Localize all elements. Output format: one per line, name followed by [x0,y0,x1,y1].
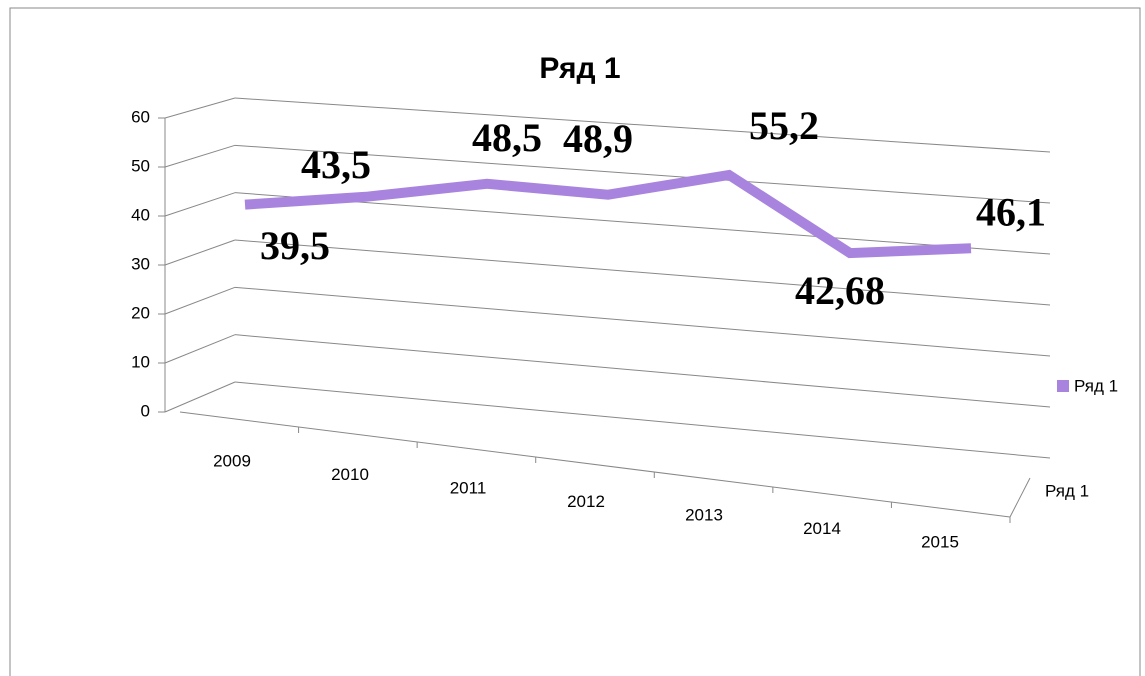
data-label: 39,5 [260,223,330,268]
data-label: 55,2 [749,103,819,148]
legend-label: Ряд 1 [1074,376,1118,395]
chart-title: Ряд 1 [539,52,620,85]
y-tick-label: 30 [131,254,150,273]
chart-frame [9,7,1141,676]
grid-line-side [164,239,236,266]
x-tick-label: 2010 [331,465,369,484]
grid-line [234,381,1051,459]
grid-line [234,334,1051,408]
data-label: 46,1 [976,189,1046,234]
data-label: 48,5 [472,115,542,160]
grid-line-side [164,144,236,168]
x-tick-label: 2014 [803,519,841,538]
grid-line-side [164,381,236,413]
data-label: 42,68 [795,268,885,313]
x-tick-label: 2009 [213,451,251,470]
legend-swatch [1057,380,1069,392]
grid-line-side [164,192,236,217]
data-label: 48,9 [563,116,633,161]
grid-line-side [164,334,236,364]
grid-line [234,192,1051,255]
grid-line [234,286,1051,357]
floor-front-edge [179,411,1011,518]
x-tick-label: 2013 [685,505,723,524]
grid-line [234,97,1051,153]
grid-line-side [164,97,236,119]
y-tick-label: 0 [141,401,150,420]
y-tick-label: 10 [131,352,150,371]
depth-tick-label: Ряд 1 [1045,481,1089,500]
x-tick-label: 2012 [567,492,605,511]
y-tick-label: 20 [131,303,150,322]
y-tick-label: 40 [131,205,150,224]
grid-line-side [164,286,236,315]
line-series [244,169,972,259]
grid-line [234,239,1051,306]
data-label: 43,5 [301,142,371,187]
x-tick-label: 2011 [450,478,487,497]
x-tick-label: 2015 [921,532,959,551]
grid-line [234,144,1051,204]
y-tick-label: 60 [131,107,150,126]
depth-axis [1009,477,1031,518]
y-tick-label: 50 [131,156,150,175]
